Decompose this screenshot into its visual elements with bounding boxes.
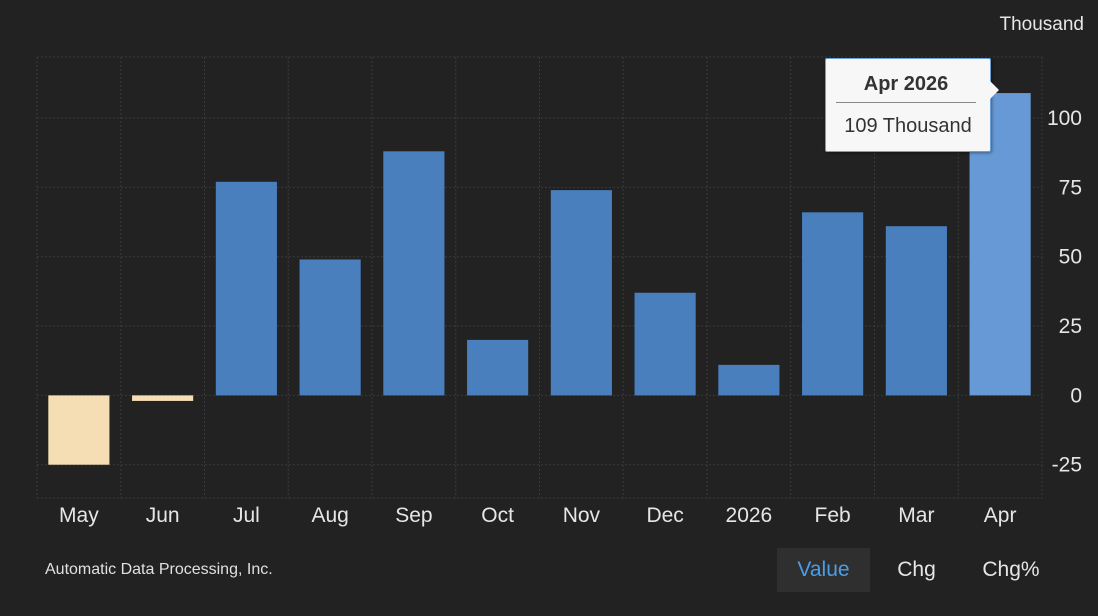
tooltip-title: Apr 2026 — [836, 73, 976, 103]
bar-feb[interactable] — [802, 212, 864, 396]
x-tick-label: Nov — [563, 504, 601, 527]
tab-chg-percent[interactable]: Chg% — [982, 558, 1040, 581]
y-tick-label: -25 — [1052, 454, 1082, 477]
x-tick-label: Mar — [898, 504, 934, 527]
bar-jun[interactable] — [132, 395, 194, 401]
x-tick-label: Sep — [395, 504, 432, 527]
x-tick-label: Dec — [646, 504, 683, 527]
source-label: Automatic Data Processing, Inc. — [45, 561, 273, 578]
y-tick-label: 0 — [1070, 384, 1082, 407]
y-axis-labels: -25 0 25 50 75 100 — [1047, 107, 1082, 477]
bar-may[interactable] — [48, 395, 110, 465]
y-tick-label: 100 — [1047, 107, 1082, 130]
tooltip-value: 109 Thousand — [844, 115, 972, 137]
view-tabs: Value Chg Chg% — [777, 548, 1059, 592]
y-tick-label: 50 — [1059, 246, 1082, 269]
bar-2026[interactable] — [718, 364, 780, 396]
x-tick-label: May — [59, 504, 99, 527]
x-axis-labels: May Jun Jul Aug Sep Oct Nov Dec 2026 Feb Mar Apr — [59, 504, 1016, 527]
tab-chg[interactable]: Chg — [897, 558, 936, 581]
y-tick-label: 75 — [1059, 176, 1082, 199]
bar-jul[interactable] — [215, 181, 277, 396]
x-tick-label: 2026 — [726, 504, 773, 527]
bar-dec[interactable] — [634, 292, 696, 396]
bar-aug[interactable] — [299, 259, 361, 396]
bar-sep[interactable] — [383, 151, 445, 396]
bars — [48, 93, 1031, 465]
tab-value[interactable]: Value — [777, 548, 870, 592]
x-tick-label: Feb — [815, 504, 851, 527]
tooltip: Apr 2026 109 Thousand — [825, 58, 999, 152]
x-tick-label: Oct — [481, 504, 514, 527]
x-tick-label: Apr — [984, 504, 1017, 527]
bar-nov[interactable] — [550, 190, 612, 396]
bar-oct[interactable] — [467, 339, 529, 396]
y-axis-unit-label: Thousand — [999, 14, 1084, 35]
x-tick-label: Jul — [233, 504, 260, 527]
bar-mar[interactable] — [885, 226, 947, 396]
x-tick-label: Aug — [311, 504, 348, 527]
tooltip-arrow — [990, 81, 999, 99]
y-tick-label: 25 — [1059, 315, 1082, 338]
x-tick-label: Jun — [146, 504, 180, 527]
